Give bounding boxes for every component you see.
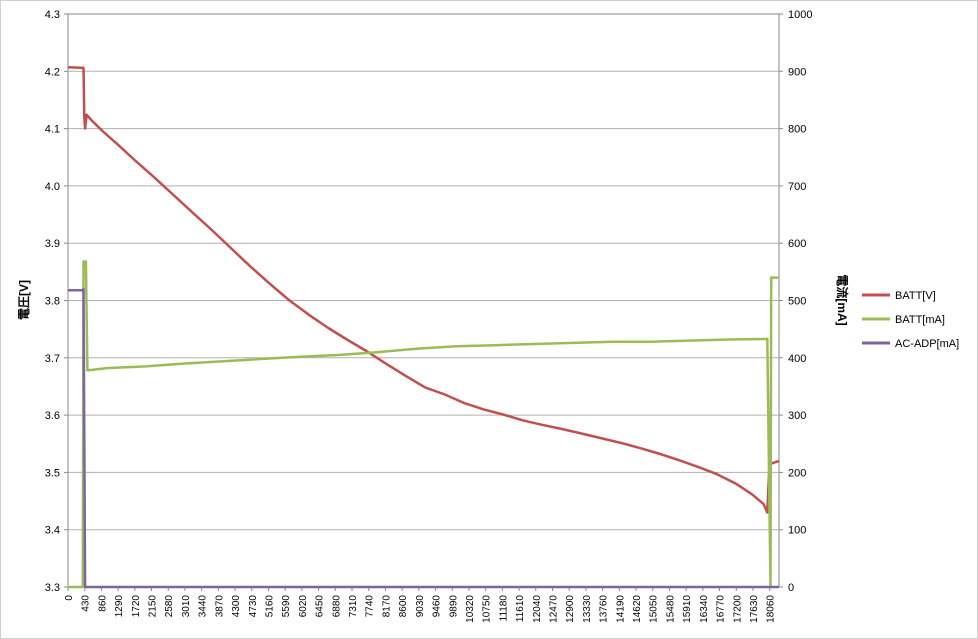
x-tick-label: 14620	[632, 595, 643, 623]
x-tick-label: 8600	[398, 595, 409, 618]
right-tick-label: 100	[788, 525, 806, 537]
legend: BATT[V] BATT[mA] AC-ADP[mA]	[862, 290, 959, 350]
right-tick-label: 0	[788, 582, 794, 594]
legend-label: BATT[V]	[895, 290, 936, 302]
x-tick-label: 15050	[649, 595, 660, 623]
x-tick-label: 1720	[131, 595, 142, 618]
x-tick-label: 5590	[281, 595, 292, 618]
right-tick-label: 700	[788, 181, 806, 193]
left-tick-label: 3.9	[45, 238, 60, 250]
x-tick-label: 3440	[198, 595, 209, 618]
gridlines	[68, 70, 779, 531]
x-tick-label: 13760	[599, 595, 610, 623]
left-tick-label: 4.2	[45, 66, 60, 78]
x-tick-label: 3010	[181, 595, 192, 618]
x-tick-label: 7740	[365, 595, 376, 618]
legend-label: AC-ADP[mA]	[895, 338, 959, 350]
left-axis-title: 電圧[V]	[17, 280, 31, 320]
left-tick-label: 3.8	[45, 296, 60, 308]
x-tick-label: 3870	[214, 595, 225, 618]
x-tick-label: 12040	[532, 595, 543, 623]
x-tick-label: 9460	[432, 595, 443, 618]
left-tick-label: 3.4	[45, 525, 60, 537]
x-tick-label: 18060	[766, 595, 777, 623]
right-tick-label: 500	[788, 296, 806, 308]
x-tick-label: 11180	[498, 595, 509, 622]
x-tick-label: 15480	[665, 595, 676, 623]
left-axis-ticks: 3.3 3.4 3.5 3.6 3.7 3.8 3.9 4.0 4.1 4.2 4.3	[45, 9, 68, 594]
left-tick-label: 4.0	[45, 181, 60, 193]
x-tick-label: 11610	[515, 595, 526, 623]
x-tick-label: 16340	[699, 595, 710, 623]
x-tick-label: 6450	[315, 595, 326, 618]
series-lines	[67, 66, 780, 589]
right-tick-label: 200	[788, 467, 806, 479]
x-tick-label: 860	[97, 595, 108, 612]
x-tick-label: 16770	[716, 595, 727, 623]
x-tick-label: 6880	[331, 595, 342, 618]
x-tick-label: 12900	[565, 595, 576, 623]
left-tick-label: 3.6	[45, 410, 60, 422]
x-tick-label: 0	[64, 595, 75, 601]
right-tick-label: 900	[788, 66, 806, 78]
x-tick-label: 2580	[164, 595, 175, 618]
left-tick-label: 4.1	[45, 124, 60, 136]
right-tick-label: 800	[788, 124, 806, 136]
x-tick-label: 17630	[749, 595, 760, 623]
x-tick-label: 15910	[682, 595, 693, 623]
x-tick-label: 5160	[264, 595, 275, 618]
right-tick-label: 1000	[788, 9, 812, 21]
right-tick-label: 400	[788, 353, 806, 365]
x-tick-label: 10320	[465, 595, 476, 623]
left-tick-label: 4.3	[45, 9, 60, 21]
series-line-batt-v	[67, 66, 780, 514]
x-tick-label: 7310	[348, 595, 359, 618]
right-axis-ticks: 0 100 200 300 400 500 600 700 800 900 1000	[779, 9, 812, 594]
x-tick-label: 4300	[231, 595, 242, 618]
x-tick-label: 9030	[415, 595, 426, 618]
legend-label: BATT[mA]	[895, 314, 945, 326]
right-tick-label: 300	[788, 410, 806, 422]
x-tick-label: 14190	[615, 595, 626, 623]
left-tick-label: 3.7	[45, 353, 60, 365]
x-axis-ticks: 0 430 860 1290 1720 2150 2580 3010 3440 3870 4300 4…	[64, 587, 777, 623]
x-tick-label: 8170	[381, 595, 392, 618]
right-axis-title: 電流[mA]	[835, 274, 850, 325]
x-tick-label: 1290	[114, 595, 125, 618]
x-tick-label: 430	[81, 595, 92, 612]
right-tick-label: 600	[788, 238, 806, 250]
x-tick-label: 4730	[248, 595, 259, 618]
x-tick-label: 2150	[148, 595, 159, 618]
x-tick-label: 13330	[582, 595, 593, 623]
left-tick-label: 3.5	[45, 467, 60, 479]
x-tick-label: 17200	[732, 595, 743, 623]
x-tick-label: 10750	[482, 595, 493, 623]
x-tick-label: 9890	[448, 595, 459, 618]
series-line-batt-ma	[68, 260, 779, 589]
x-tick-label: 12470	[548, 595, 559, 623]
left-tick-label: 3.3	[45, 582, 60, 594]
series-line-ac-adp-ma	[68, 287, 779, 589]
x-tick-label: 6020	[298, 595, 309, 618]
